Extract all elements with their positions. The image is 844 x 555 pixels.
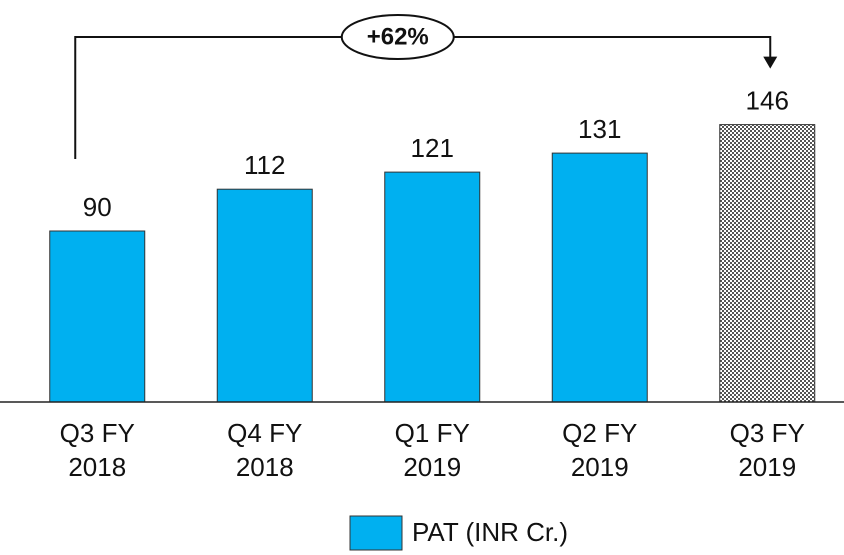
value-label: 146 xyxy=(746,85,789,115)
x-tick-label: Q1 FY 2019 xyxy=(394,418,470,482)
x-tick-label: Q4 FY 2018 xyxy=(227,418,303,482)
arrow-head xyxy=(763,56,778,69)
value-label: 121 xyxy=(411,133,454,163)
x-tick-label: Q3 FY 2018 xyxy=(59,418,135,482)
bar xyxy=(551,152,648,403)
bar xyxy=(49,230,146,403)
annotation: +62% xyxy=(367,23,429,50)
bar xyxy=(719,124,816,403)
value-label: 90 xyxy=(83,192,112,222)
bar xyxy=(216,188,313,403)
legend-label: PAT (INR Cr.) xyxy=(412,517,568,547)
legend-swatch xyxy=(349,515,403,551)
x-tick-label: Q3 FY 2019 xyxy=(729,418,805,482)
bar xyxy=(384,171,481,403)
x-tick-label: Q2 FY 2019 xyxy=(562,418,638,482)
value-label: 131 xyxy=(578,114,621,144)
annotation-bubble xyxy=(340,14,455,60)
value-label: 112 xyxy=(244,150,285,180)
